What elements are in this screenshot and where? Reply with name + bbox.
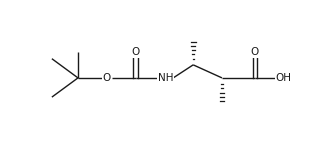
Text: OH: OH <box>276 73 291 83</box>
Text: NH: NH <box>158 73 173 83</box>
Text: O: O <box>251 47 259 57</box>
Text: O: O <box>103 73 111 83</box>
Text: O: O <box>131 47 140 57</box>
